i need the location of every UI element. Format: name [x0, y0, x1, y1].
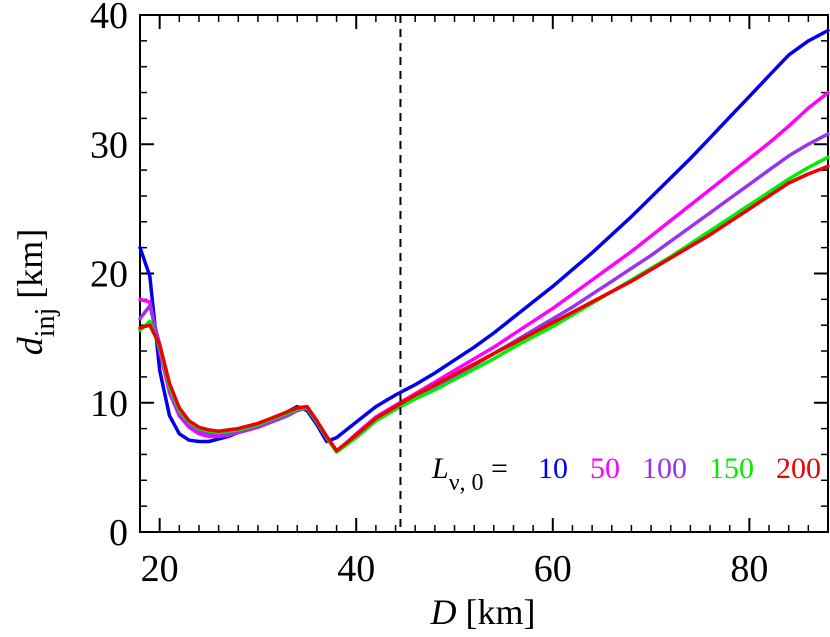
axis-ticks	[139, 14, 829, 533]
legend-entry-200: 200	[776, 452, 821, 485]
legend-prefix: Lν, 0 =	[431, 452, 508, 496]
x-tick-label: 20	[141, 548, 179, 590]
legend-entry-100: 100	[642, 452, 687, 485]
legend-entry-50: 50	[590, 452, 620, 485]
x-tick-label: 40	[337, 548, 375, 590]
y-tick-label: 20	[90, 254, 128, 296]
series-line-50	[138, 90, 830, 454]
legend-entry-150: 150	[709, 452, 754, 485]
series-line-200	[138, 164, 830, 453]
y-tick-label: 10	[90, 383, 128, 425]
axis-tick-labels: 20 40 60 80 0 10 20 30 40	[90, 0, 768, 590]
x-tick-label: 80	[730, 548, 768, 590]
series-lines	[138, 28, 830, 454]
y-tick-label: 30	[90, 124, 128, 166]
series-line-10	[138, 28, 830, 444]
legend-entry-10: 10	[538, 452, 568, 485]
y-axis-label: dinj [km]	[10, 229, 61, 356]
series-line-100	[138, 132, 830, 454]
y-tick-label: 0	[109, 512, 128, 554]
x-tick-label: 60	[534, 548, 572, 590]
x-axis-label: D [km]	[430, 592, 536, 632]
y-tick-label: 40	[90, 0, 128, 37]
legend: Lν, 0 = 10 50 100 150 200	[431, 452, 821, 496]
